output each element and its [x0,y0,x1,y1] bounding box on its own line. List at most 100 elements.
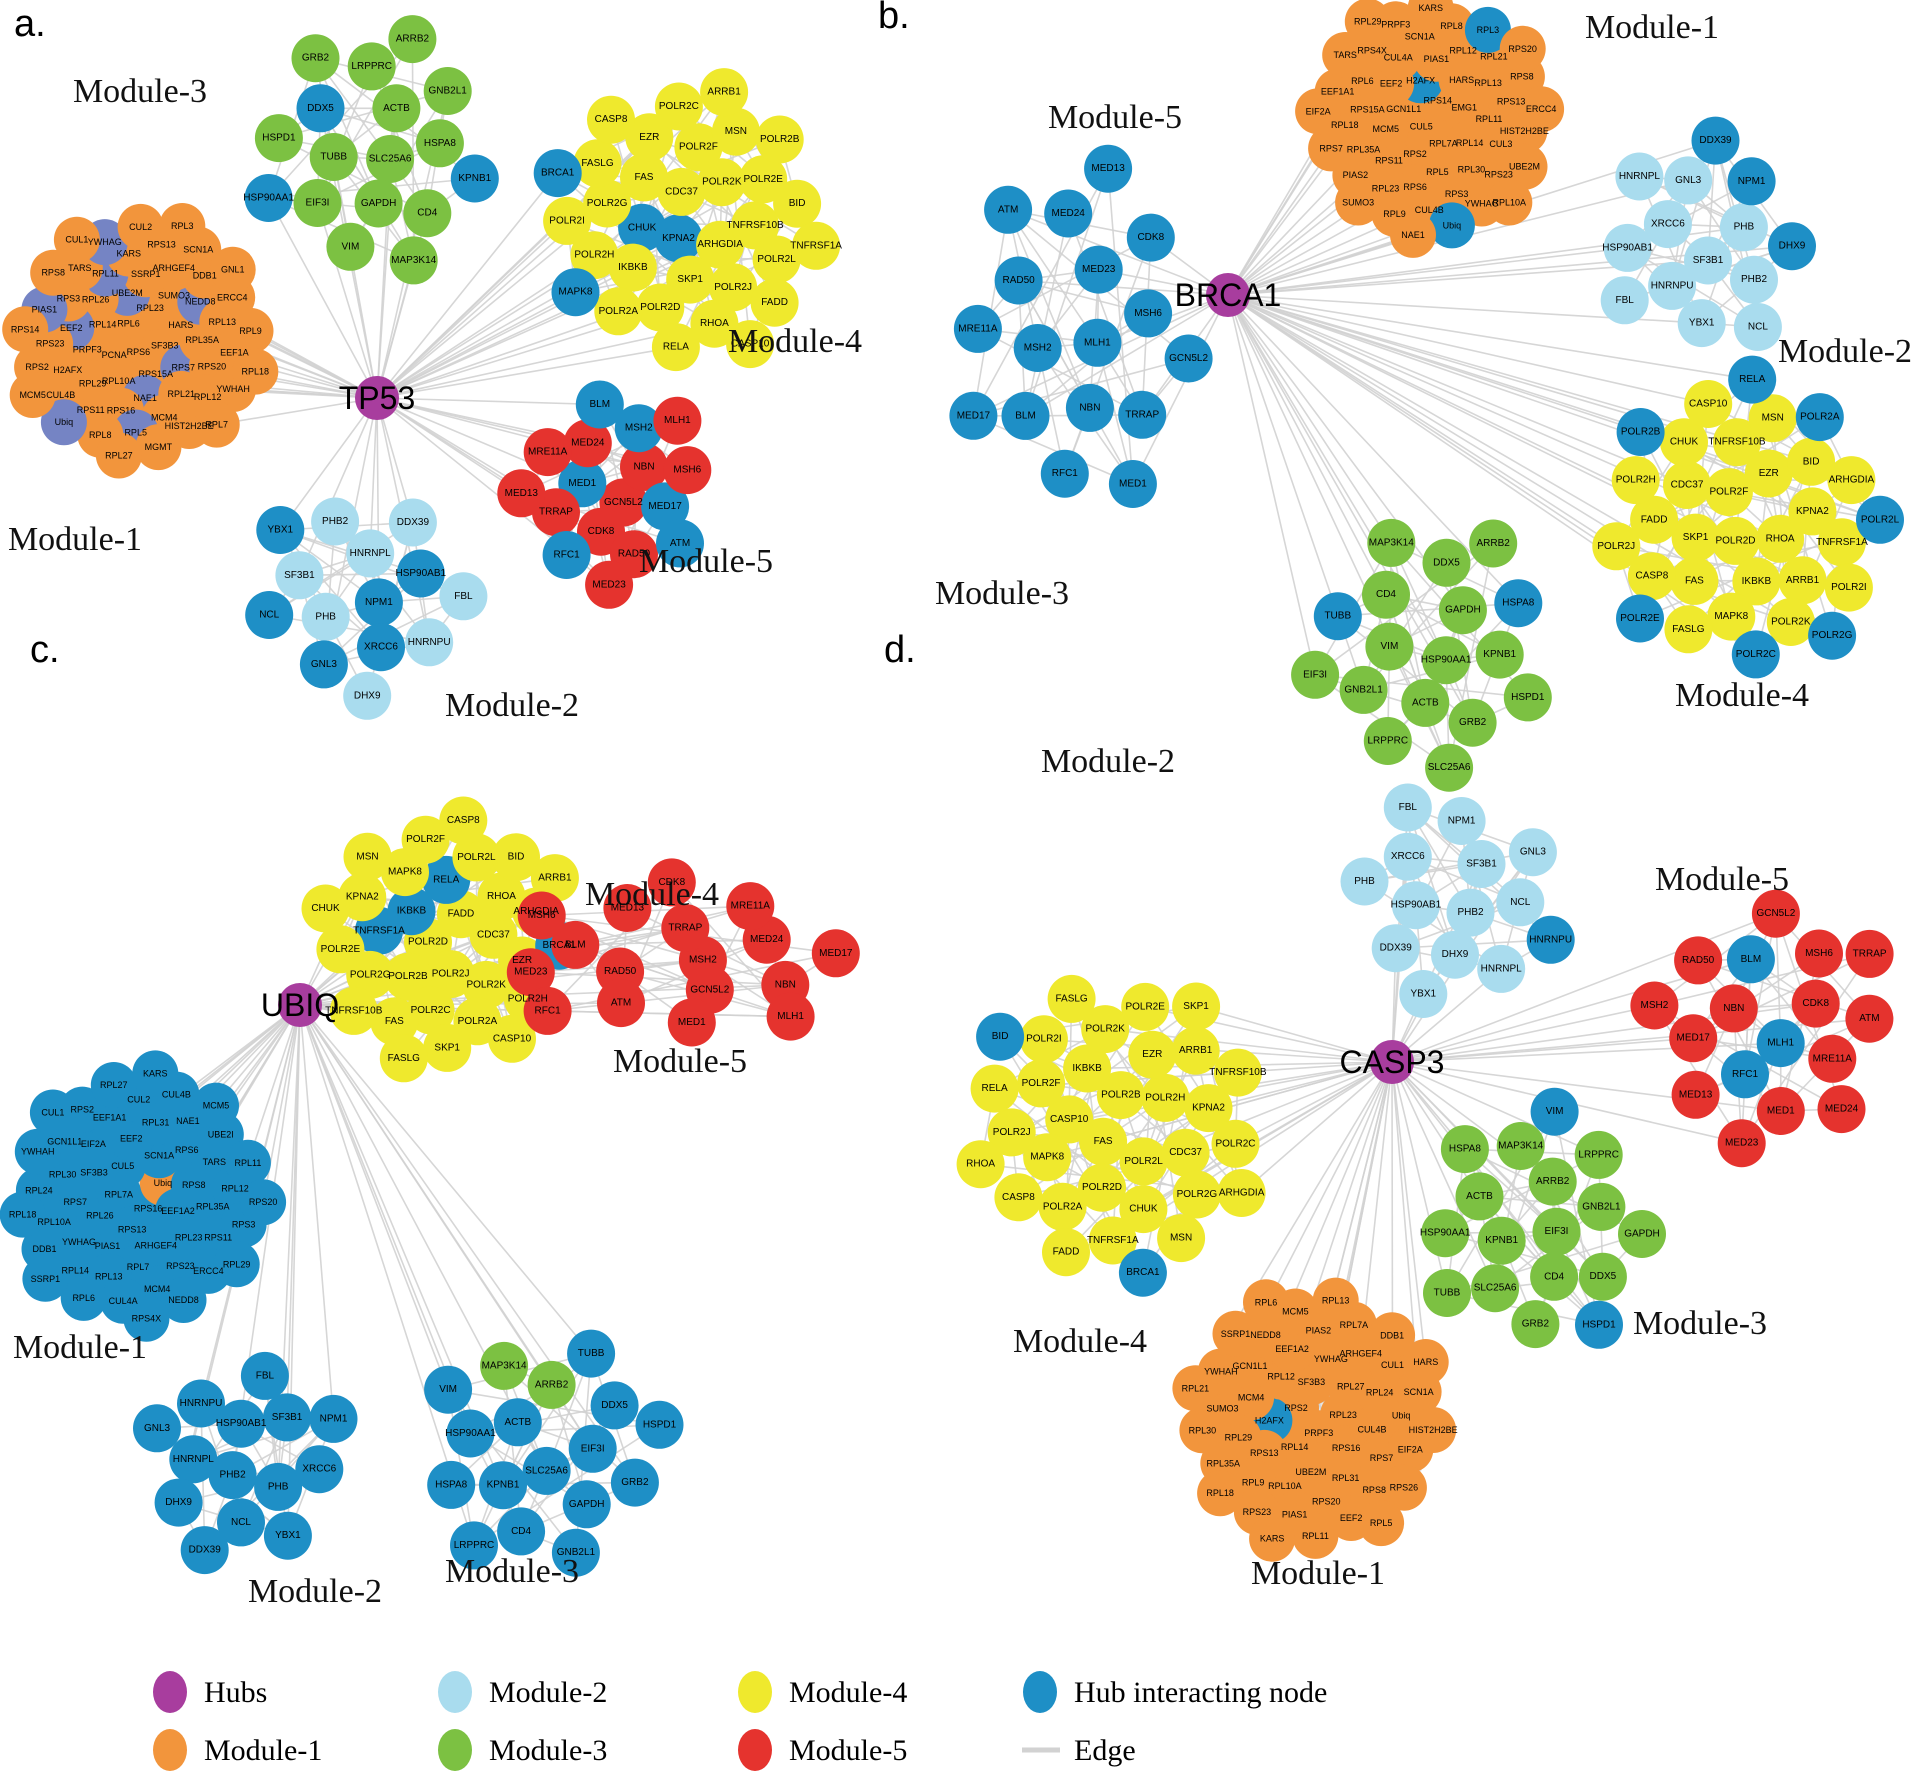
network-node[interactable] [123,1295,170,1342]
network-node[interactable] [1096,1071,1145,1120]
network-node[interactable] [625,113,674,162]
network-node[interactable] [755,115,804,164]
network-node[interactable] [1078,1163,1126,1212]
network-node[interactable] [1313,592,1362,641]
network-node[interactable] [651,323,700,372]
network-node[interactable] [347,42,396,91]
network-node[interactable] [1766,598,1815,646]
network-node[interactable] [240,1179,287,1226]
network-node[interactable] [1211,1119,1260,1168]
network-node[interactable] [953,304,1002,353]
network-node[interactable] [1713,418,1761,467]
network-node[interactable] [1335,179,1382,226]
network-node[interactable] [1730,255,1778,304]
network-node[interactable] [726,882,775,931]
network-node[interactable] [295,1445,344,1494]
network-node[interactable] [661,904,710,952]
network-node[interactable] [573,139,622,188]
network-node[interactable] [1768,222,1816,271]
network-node[interactable] [1023,1133,1072,1182]
network-node[interactable] [1423,1269,1471,1317]
network-node[interactable] [256,506,305,554]
network-node[interactable] [1073,318,1122,367]
network-node[interactable] [209,246,256,293]
network-node[interactable] [245,591,294,639]
network-node[interactable] [366,135,415,183]
network-node[interactable] [1704,468,1753,517]
network-node[interactable] [275,551,324,600]
network-node[interactable] [1486,179,1533,226]
network-node[interactable] [1732,557,1781,606]
network-node[interactable] [1362,570,1410,619]
network-node[interactable] [711,107,760,156]
network-node[interactable] [603,884,652,932]
network-node[interactable] [635,1400,684,1449]
network-node[interactable] [1119,1137,1168,1186]
network-node[interactable] [14,1128,61,1175]
network-node[interactable] [1574,1130,1623,1179]
network-node[interactable] [1363,717,1412,765]
network-node[interactable] [1340,857,1389,906]
network-node[interactable] [1808,611,1857,660]
network-node[interactable] [1172,1170,1221,1219]
network-node[interactable] [1611,456,1660,505]
network-node[interactable] [1603,223,1652,272]
network-node[interactable] [1664,605,1713,654]
network-node[interactable] [462,960,511,1009]
network-node[interactable] [1577,1182,1626,1231]
network-node[interactable] [1448,698,1497,747]
network-node[interactable] [1643,200,1692,249]
network-node[interactable] [293,179,342,227]
network-node[interactable] [1040,449,1089,498]
network-node[interactable] [1407,0,1454,32]
network-node[interactable] [1217,1169,1266,1217]
network-node[interactable] [1845,994,1894,1043]
network-node[interactable] [95,432,142,479]
network-node[interactable] [568,1424,617,1473]
network-node[interactable] [177,1379,225,1428]
hub-node[interactable] [355,376,399,420]
network-node[interactable] [415,119,464,168]
network-node[interactable] [263,1511,312,1560]
network-node[interactable] [343,832,392,881]
network-node[interactable] [517,891,566,940]
network-node[interactable] [338,873,387,922]
network-node[interactable] [690,299,739,348]
network-node[interactable] [254,1462,303,1511]
network-node[interactable] [2,306,49,353]
network-node[interactable] [1197,1470,1244,1517]
network-node[interactable] [590,1381,639,1430]
network-node[interactable] [1428,202,1475,249]
network-node[interactable] [1437,797,1486,845]
network-node[interactable] [1455,1172,1504,1221]
network-node[interactable] [309,1394,358,1443]
network-node[interactable] [1677,299,1726,348]
network-node[interactable] [406,986,455,1035]
network-node[interactable] [674,123,723,172]
hub-node[interactable] [1206,273,1250,317]
network-node[interactable] [1422,538,1471,587]
network-node[interactable] [1494,579,1543,628]
network-node[interactable] [357,623,405,672]
network-node[interactable] [1425,743,1474,792]
network-node[interactable] [227,307,274,354]
network-node[interactable] [1671,513,1720,562]
network-node[interactable] [1421,1209,1470,1258]
network-node[interactable] [388,498,437,547]
network-node[interactable] [1339,665,1388,714]
network-node[interactable] [1530,1252,1579,1301]
network-node[interactable] [1719,203,1768,252]
network-node[interactable] [506,948,555,997]
network-node[interactable] [208,1451,257,1500]
network-node[interactable] [1511,1300,1560,1349]
network-node[interactable] [450,1521,498,1570]
network-node[interactable] [1410,1407,1457,1453]
network-node[interactable] [1312,1277,1359,1324]
network-node[interactable] [641,482,690,531]
network-node[interactable] [987,1108,1036,1157]
network-node[interactable] [213,1241,260,1288]
network-node[interactable] [1358,1500,1405,1547]
network-node[interactable] [29,1089,76,1136]
network-node[interactable] [193,1082,239,1129]
network-node[interactable] [731,201,780,250]
